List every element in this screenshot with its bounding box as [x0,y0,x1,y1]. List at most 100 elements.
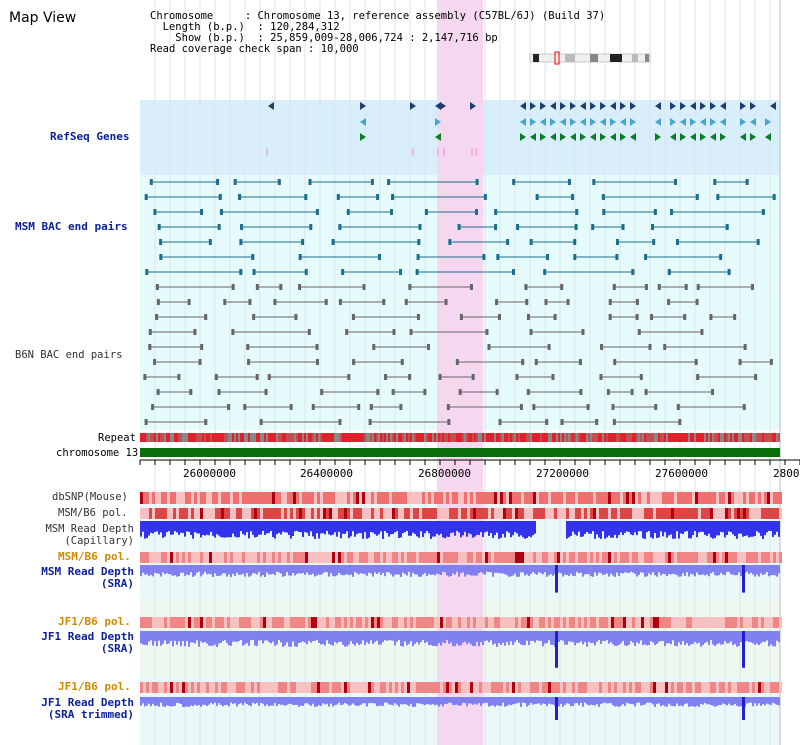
read-depth-bar [516,521,518,534]
repeat-segment [652,433,654,442]
b6n-bac-pair-end [524,284,528,290]
read-depth-bar [416,521,418,537]
read-depth-bar [246,631,248,644]
repeat-segment [250,433,252,442]
read-depth-bar [712,631,714,645]
b6n-bac-pair-end [635,299,639,305]
repeat-segment [336,433,338,442]
polymorphism-cell [215,508,218,519]
b6n-bac-pair-end [471,374,475,380]
b6n-bac-pair-end [155,284,159,290]
polymorphism-cell [263,552,266,563]
polymorphism-cell [404,552,407,563]
read-depth-bar [518,521,520,537]
polymorphism-cell [170,617,173,628]
polymorphism-cell [581,508,584,519]
polymorphism-cell [323,508,326,519]
polymorphism-cell [773,492,776,504]
track-label-refseq[interactable]: RefSeq Genes [50,130,130,143]
read-depth-bar [404,521,406,533]
read-depth-bar [544,697,546,704]
read-depth-bar [396,631,398,642]
read-depth-bar [360,521,362,534]
read-depth-bar [614,697,616,707]
repeat-segment [220,433,222,442]
repeat-segment [734,433,736,442]
read-depth-bar [438,521,440,536]
read-depth-bar [264,631,266,641]
polymorphism-cell [614,508,617,519]
msm-bac-pair-end [772,194,776,200]
read-depth-bar [672,565,674,574]
polymorphism-cell [449,492,452,504]
read-depth-bar [214,521,216,538]
polymorphism-cell [290,508,293,519]
repeat-segment [428,433,430,442]
read-depth-bar [684,697,686,705]
read-depth-bar [672,521,674,539]
track-label-msm-b6-pol[interactable]: MSM/B6 pol. [58,507,128,519]
read-depth-bar [490,565,492,573]
repeat-segment [526,433,528,442]
read-depth-bar [694,631,696,642]
track-label-msm-depth-sra[interactable]: MSM Read Depth (SRA) [36,566,134,590]
polymorphism-cell [605,492,608,504]
track-label-repeat[interactable]: Repeat [98,432,136,444]
b6n-bac-pair-end [252,314,256,320]
polymorphism-cell [413,552,416,563]
polymorphism-cell [719,682,722,693]
b6n-bac-pair-end [630,389,634,395]
read-depth-bar [340,521,342,539]
read-depth-bar [300,631,302,643]
track-label-jf1-depth-trimmed[interactable]: JF1 Read Depth (SRA trimmed) [36,697,134,721]
track-label-dbsnp[interactable]: dbSNP(Mouse) [52,491,128,503]
polymorphism-cell [317,617,320,628]
polymorphism-cell [254,508,257,519]
read-depth-bar [658,631,660,642]
read-depth-bar [486,697,488,703]
track-label-b6n-bac[interactable]: B6N BAC end pairs [15,349,123,361]
track-label-jf1-b6-pol[interactable]: JF1/B6 pol. [58,615,131,628]
polymorphism-cell [542,552,545,563]
track-label-jf1-depth-sra[interactable]: JF1 Read Depth (SRA) [36,631,134,655]
read-depth-bar [608,631,610,644]
read-depth-bar [768,697,770,705]
read-depth-bar [704,521,706,535]
track-label-msm-b6-pol-2[interactable]: MSM/B6 pol. [58,550,131,563]
b6n-bac-pair-end [545,419,549,425]
polymorphism-cell [515,508,518,519]
msm-bac-pair-end [673,179,677,185]
polymorphism-cell [269,552,272,563]
polymorphism-cell [698,682,701,693]
polymorphism-cell [275,552,278,563]
read-depth-bar [656,697,658,704]
read-depth-bar [690,565,692,574]
polymorphism-cell [770,617,773,628]
polymorphism-cell [638,492,641,504]
read-depth-bar [710,521,712,538]
read-depth-bar [574,565,576,576]
track-label-msm-depth-capillary[interactable]: MSM Read Depth (Capillary) [36,523,134,547]
axis-tick-label: 2800 [773,467,800,480]
read-depth-bar [486,565,488,572]
repeat-segment [612,433,614,442]
polymorphism-cell [581,552,584,563]
gene-arrow [570,133,576,141]
track-label-chromosome[interactable]: chromosome 13 [56,447,139,459]
polymorphism-cell [710,682,713,693]
b6n-bac-pair-end [382,299,386,305]
jf1-depth-sra-line1: JF1 Read Depth [41,630,134,643]
track-label-jf1-b6-pol-2[interactable]: JF1/B6 pol. [58,680,131,693]
read-depth-bar [484,565,486,575]
b6n-bac-pair-end [667,299,671,305]
polymorphism-cell [299,552,302,563]
polymorphism-cell [653,552,656,563]
polymorphism-cell [620,617,623,628]
read-depth-bar [238,697,240,705]
polymorphism-cell [359,617,362,628]
repeat-segment [582,433,584,442]
polymorphism-cell [686,492,689,504]
gene-arrow [360,133,366,141]
read-depth-bar [566,521,568,539]
track-label-msm-bac[interactable]: MSM BAC end pairs [15,220,128,233]
